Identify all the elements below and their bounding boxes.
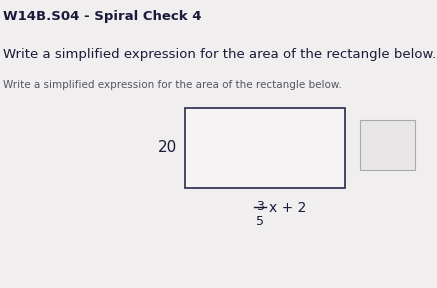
Text: x + 2: x + 2 [269, 201, 306, 215]
Text: Write a simplified expression for the area of the rectangle below.: Write a simplified expression for the ar… [3, 80, 342, 90]
Text: 3: 3 [256, 200, 264, 213]
Bar [360, 120, 415, 170]
Text: 20: 20 [158, 141, 177, 156]
Text: 5: 5 [256, 215, 264, 228]
Bar [185, 108, 345, 188]
Text: W14B.S04 - Spiral Check 4: W14B.S04 - Spiral Check 4 [3, 10, 201, 23]
Text: Write a simplified expression for the area of the rectangle below.: Write a simplified expression for the ar… [3, 48, 436, 61]
